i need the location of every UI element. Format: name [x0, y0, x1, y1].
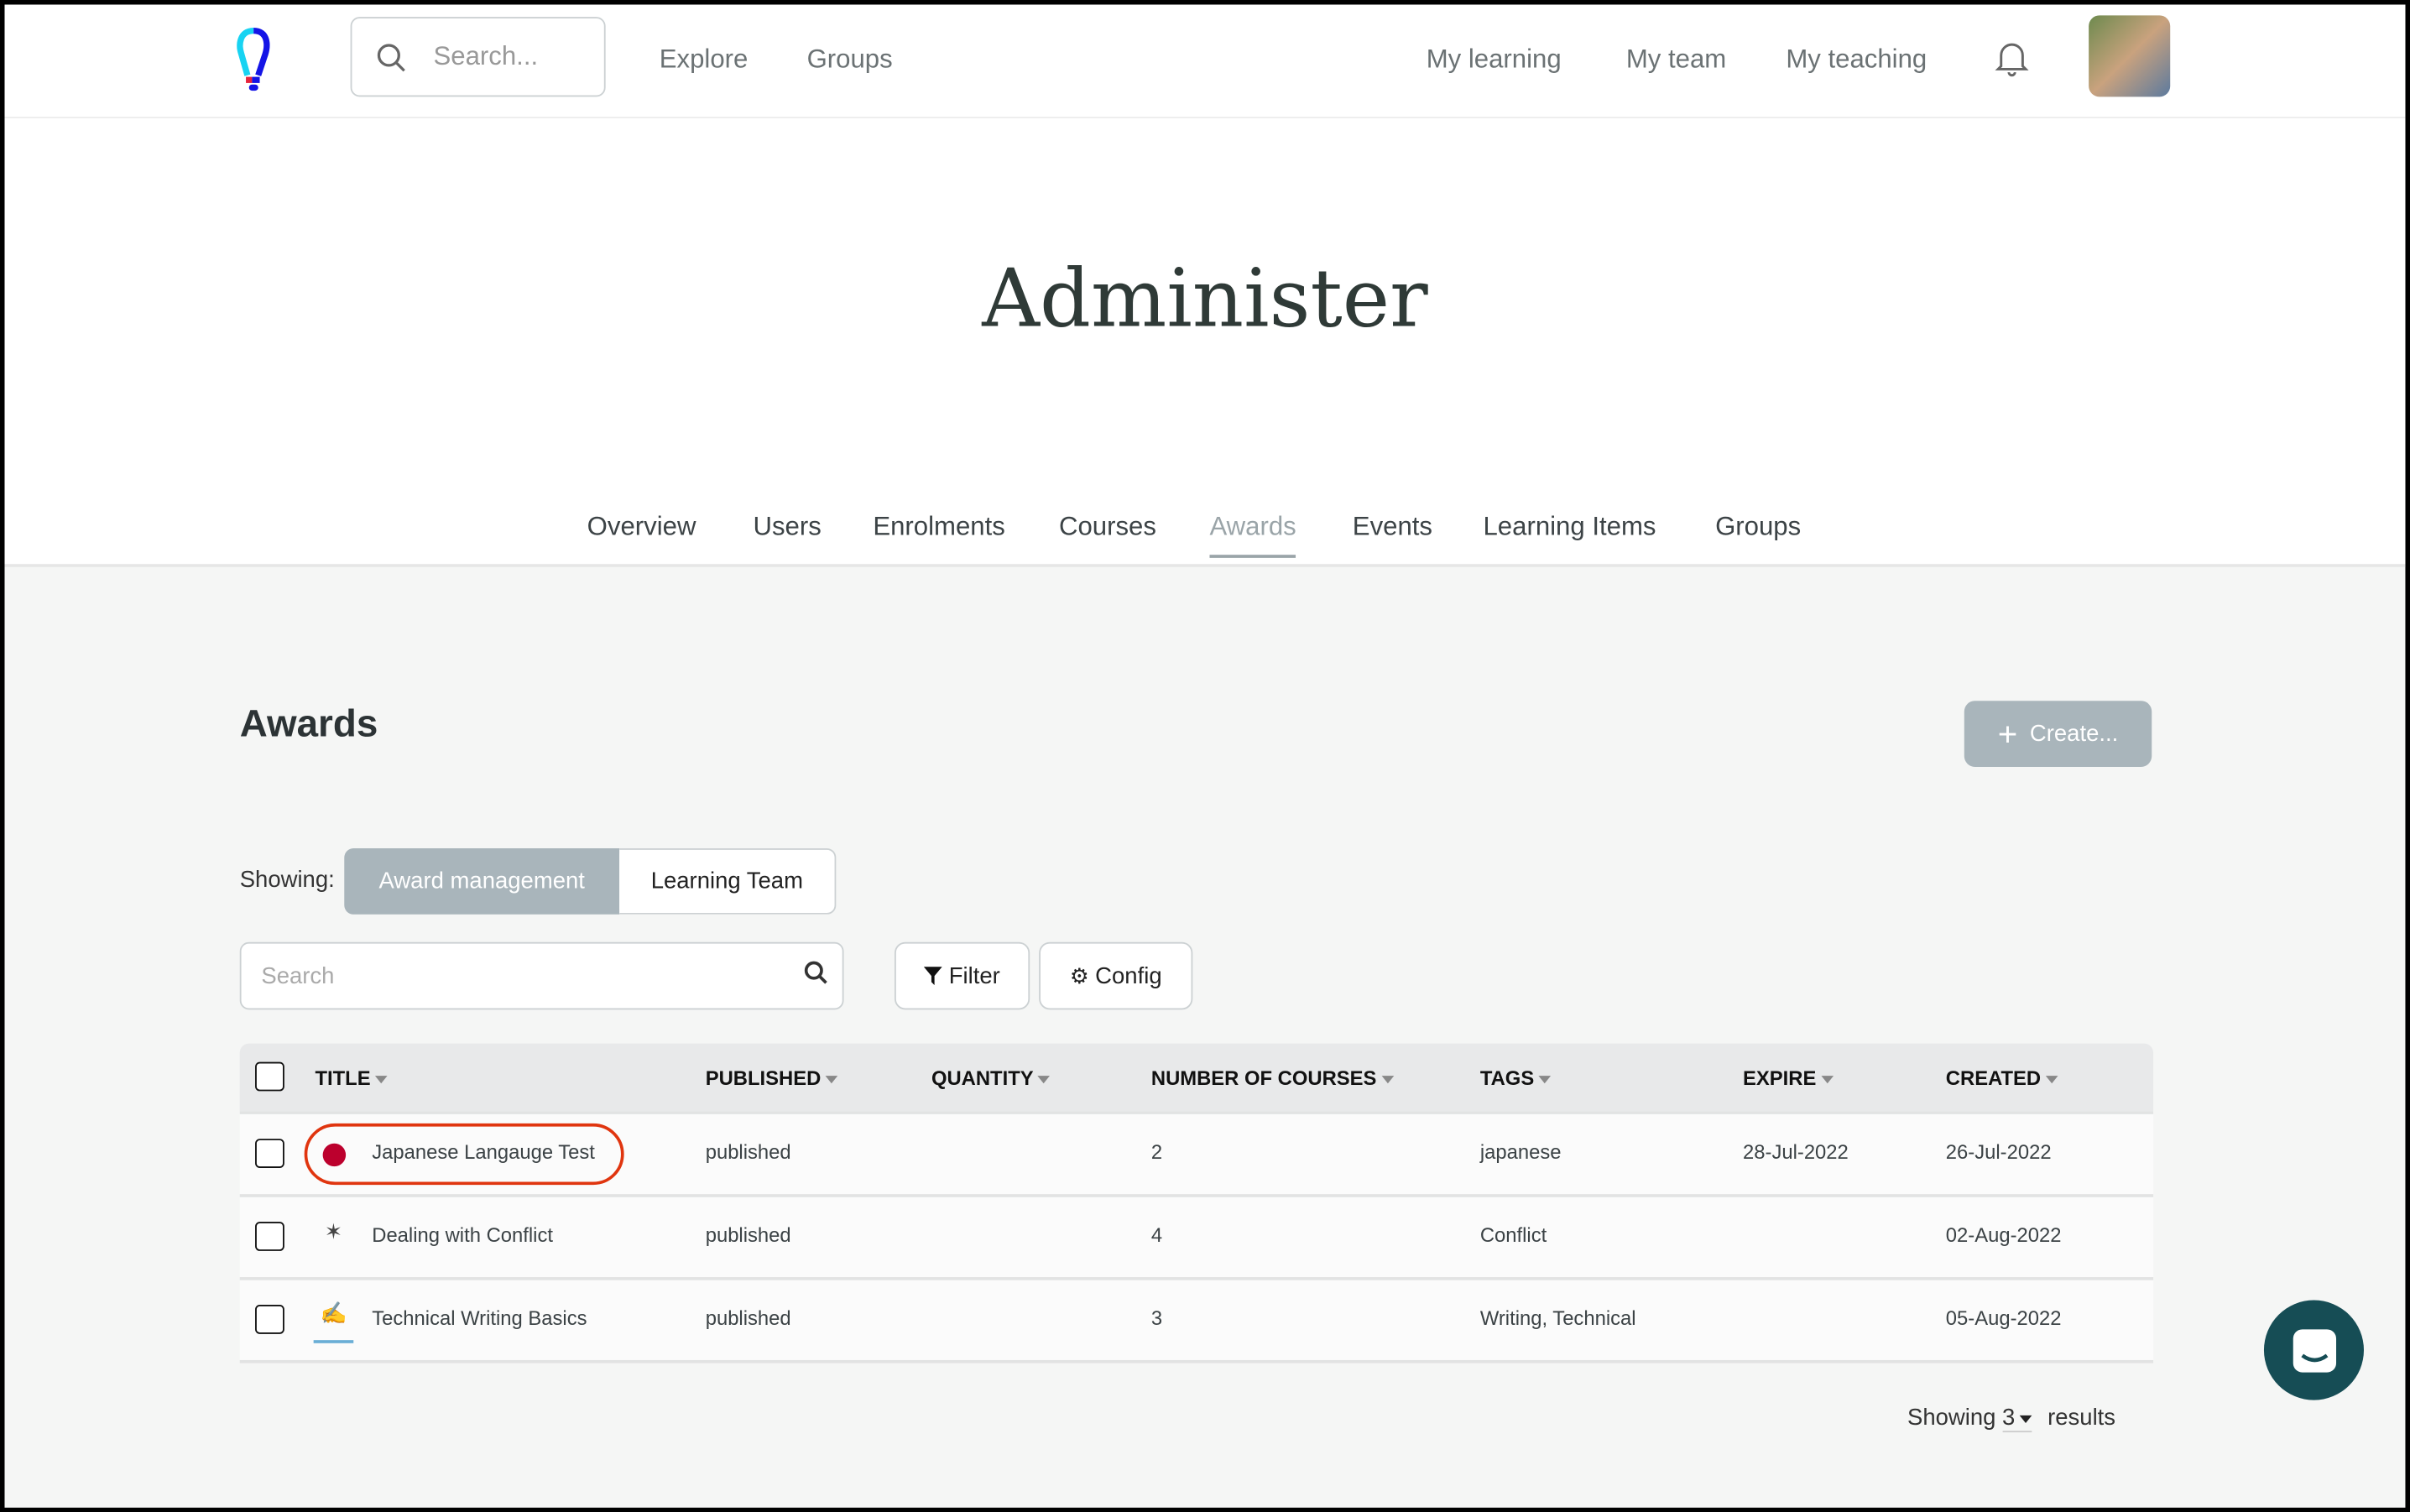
nav-my-learning[interactable]: My learning [1426, 44, 1562, 74]
toggle-award-management[interactable]: Award management [344, 848, 620, 915]
row-published: published [705, 1223, 791, 1247]
results-suffix: results [2047, 1405, 2116, 1431]
japan-flag-icon [314, 1134, 354, 1175]
row-checkbox[interactable] [255, 1305, 284, 1334]
search-icon[interactable] [804, 961, 828, 985]
gear-icon: ⚙ [1069, 962, 1089, 988]
col-published[interactable]: PUBLISHED [706, 1066, 838, 1090]
row-courses: 3 [1150, 1306, 1163, 1330]
tab-users[interactable]: Users [753, 511, 822, 541]
row-tags: Conflict [1479, 1223, 1547, 1247]
table-row[interactable]: ✶ Dealing with Conflict published 4 Conf… [239, 1194, 2154, 1278]
chat-launcher-button[interactable] [2263, 1300, 2365, 1400]
page-size-select[interactable]: 3 [2002, 1405, 2032, 1433]
section-title: Awards [239, 702, 378, 746]
search-icon [377, 44, 405, 72]
tab-overview[interactable]: Overview [587, 511, 696, 541]
results-summary: Showing 3 results [1907, 1405, 2116, 1433]
search-placeholder: Search... [433, 41, 539, 71]
tab-courses[interactable]: Courses [1058, 511, 1156, 541]
col-number-of-courses[interactable]: NUMBER OF COURSES [1151, 1066, 1394, 1090]
row-published: published [705, 1306, 791, 1330]
filter-button[interactable]: Filter [894, 941, 1030, 1010]
tab-events[interactable]: Events [1352, 511, 1433, 541]
col-title[interactable]: TITLE [315, 1066, 388, 1090]
tab-enrolments[interactable]: Enrolments [873, 511, 1005, 541]
global-search-input[interactable]: Search... [350, 17, 606, 97]
awards-search-input[interactable]: Search [239, 941, 844, 1010]
row-title[interactable]: Technical Writing Basics [372, 1306, 587, 1330]
col-expire[interactable]: EXPIRE [1743, 1066, 1834, 1090]
row-checkbox[interactable] [255, 1139, 284, 1169]
tab-awards[interactable]: Awards [1209, 512, 1296, 558]
bell-icon[interactable] [1994, 39, 2031, 79]
search-placeholder: Search [261, 963, 335, 990]
nav-explore[interactable]: Explore [659, 44, 749, 74]
user-avatar[interactable] [2089, 15, 2171, 97]
config-label: Config [1095, 962, 1162, 989]
writing-thumbnail-icon: ✍ [313, 1301, 354, 1343]
col-tags[interactable]: TAGS [1480, 1066, 1552, 1090]
row-published: published [705, 1140, 791, 1164]
row-tags: japanese [1479, 1140, 1562, 1164]
page-title: Administer [982, 253, 1428, 347]
tab-learning-items[interactable]: Learning Items [1483, 511, 1656, 541]
row-tags: Writing, Technical [1479, 1306, 1636, 1330]
highlight-outline [304, 1123, 624, 1186]
conflict-thumbnail-icon: ✶ [324, 1218, 343, 1243]
row-courses: 4 [1150, 1223, 1163, 1247]
row-title[interactable]: Japanese Langauge Test [372, 1140, 595, 1164]
col-quantity[interactable]: QUANTITY [931, 1066, 1051, 1090]
table-row[interactable]: Japanese Langauge Test published 2 japan… [239, 1111, 2154, 1195]
row-courses: 2 [1150, 1140, 1163, 1164]
table-row[interactable]: ✍ Technical Writing Basics published 3 W… [239, 1277, 2154, 1363]
row-created: 02-Aug-2022 [1945, 1223, 2062, 1247]
row-title[interactable]: Dealing with Conflict [372, 1223, 553, 1247]
select-all-checkbox[interactable] [255, 1061, 284, 1092]
row-expire: 28-Jul-2022 [1743, 1140, 1849, 1164]
showing-label: Showing: [239, 867, 335, 894]
config-button[interactable]: ⚙ Config [1039, 941, 1193, 1010]
awards-table: TITLE PUBLISHED QUANTITY NUMBER OF COURS… [239, 1043, 2154, 1363]
top-navbar: Search... Explore Groups My learning My … [4, 4, 2406, 119]
row-checkbox[interactable] [255, 1222, 284, 1251]
tab-groups[interactable]: Groups [1715, 511, 1802, 541]
col-created[interactable]: CREATED [1946, 1066, 2058, 1090]
plus-icon: + [1997, 713, 2018, 753]
filter-label: Filter [948, 962, 1000, 989]
chat-icon [2292, 1328, 2336, 1372]
row-created: 26-Jul-2022 [1945, 1140, 2052, 1164]
table-header: TITLE PUBLISHED QUANTITY NUMBER OF COURS… [239, 1043, 2154, 1112]
nav-my-team[interactable]: My team [1625, 44, 1727, 74]
toggle-learning-team[interactable]: Learning Team [619, 848, 837, 915]
page-header [4, 118, 2406, 567]
create-button[interactable]: + Create... [1964, 701, 2152, 767]
create-label: Create... [2029, 721, 2119, 748]
nav-my-teaching[interactable]: My teaching [1786, 44, 1927, 74]
nav-groups[interactable]: Groups [806, 44, 893, 74]
filter-icon [924, 967, 943, 986]
logo-icon[interactable] [232, 26, 275, 94]
row-created: 05-Aug-2022 [1945, 1306, 2062, 1330]
showing-prefix: Showing [1907, 1405, 1996, 1431]
